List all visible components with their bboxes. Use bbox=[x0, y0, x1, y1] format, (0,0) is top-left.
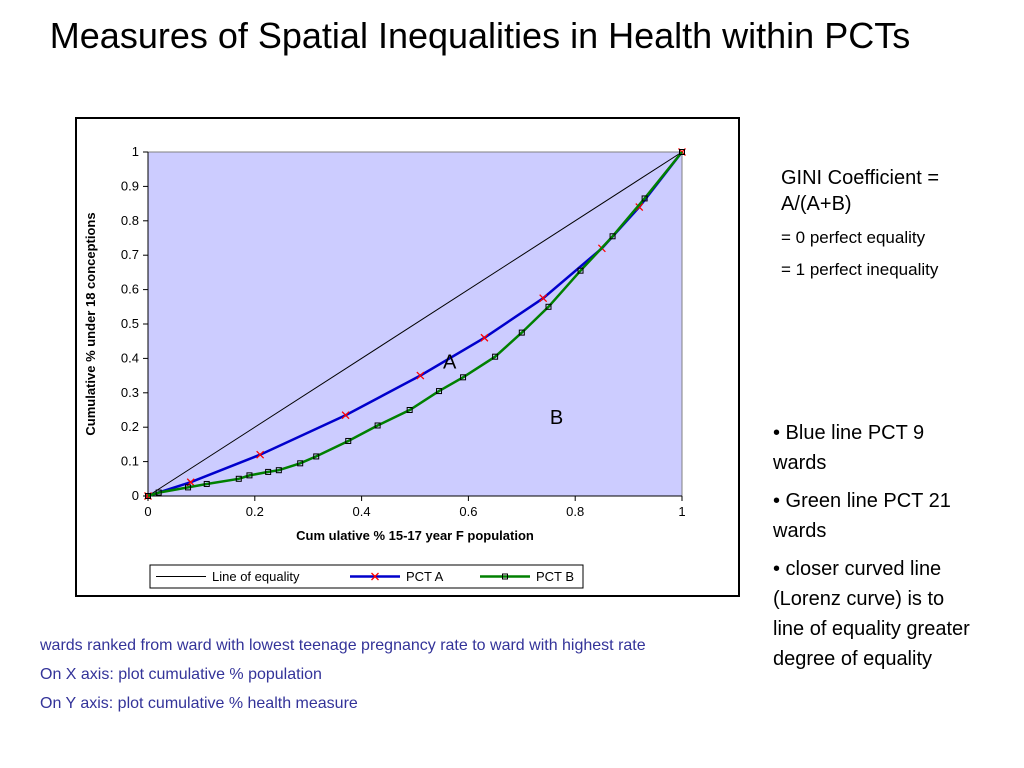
data-point bbox=[341, 411, 350, 420]
data-point bbox=[492, 353, 499, 360]
y-tick-label: 0.3 bbox=[121, 385, 139, 400]
y-tick-label: 0.2 bbox=[121, 419, 139, 434]
note-x-axis: On X axis: plot cumulative % population bbox=[40, 666, 322, 683]
series-line-0 bbox=[147, 151, 683, 497]
legend-label: PCT B bbox=[536, 569, 574, 584]
chart-frame: 0 0.1 0.2 0.3 0.4 0.5 0.6 0.7 0.8 0.9 1 0 0.2 0.4 0.6 0… bbox=[75, 117, 740, 597]
y-tick-label: 0.4 bbox=[121, 350, 139, 365]
data-point bbox=[609, 233, 616, 240]
page-title: Measures of Spatial Inequalities in Heal… bbox=[49, 15, 911, 56]
note-y-axis: On Y axis: plot cumulative % health meas… bbox=[40, 695, 358, 712]
legend-label: Line of equality bbox=[212, 569, 300, 584]
data-point bbox=[406, 407, 413, 413]
lorenz-curve-chart: 0 0.1 0.2 0.3 0.4 0.5 0.6 0.7 0.8 0.9 1 0 0.2 0.4 0.6 0… bbox=[83, 144, 686, 589]
gini-explanation: GINI Coefficient = A/(A+B) = 0 perfect e… bbox=[781, 165, 981, 281]
data-point bbox=[235, 475, 242, 482]
x-tick-label: 0.6 bbox=[459, 504, 477, 519]
bullet-green-line: • Green line PCT 21 wards bbox=[773, 490, 951, 542]
area-annotation: A bbox=[443, 352, 457, 374]
data-point bbox=[480, 333, 489, 342]
bullet-list: • Blue line PCT 9 wards • Green line PCT… bbox=[773, 418, 973, 682]
x-tick-label: 0 bbox=[144, 504, 151, 519]
data-point bbox=[518, 329, 525, 336]
data-point bbox=[246, 472, 253, 479]
data-point bbox=[203, 480, 210, 487]
method-notes: wards ranked from ward with lowest teena… bbox=[40, 637, 760, 724]
data-point bbox=[679, 149, 685, 155]
gini-one-note: = 1 perfect inequality bbox=[781, 260, 939, 279]
data-point bbox=[313, 453, 320, 460]
data-point bbox=[374, 422, 381, 429]
y-tick-label: 0 bbox=[132, 488, 139, 503]
data-point bbox=[155, 489, 162, 496]
data-point bbox=[416, 371, 425, 380]
data-point bbox=[539, 294, 548, 303]
data-point bbox=[436, 388, 443, 395]
y-tick-label: 1 bbox=[132, 144, 139, 159]
x-tick-label: 1 bbox=[678, 504, 685, 519]
gini-zero-note: = 0 perfect equality bbox=[781, 228, 926, 247]
legend-label: PCT A bbox=[406, 569, 444, 584]
x-tick-label: 0.2 bbox=[246, 504, 264, 519]
bullet-blue-line: • Blue line PCT 9 wards bbox=[773, 422, 925, 474]
y-tick-label: 0.9 bbox=[121, 178, 139, 193]
note-ranking: wards ranked from ward with lowest teena… bbox=[40, 637, 646, 654]
x-axis-label: Cum ulative % 15-17 year F population bbox=[296, 528, 534, 543]
gini-formula: GINI Coefficient = A/(A+B) bbox=[781, 167, 940, 215]
y-tick-label: 0.7 bbox=[121, 247, 139, 262]
data-point bbox=[460, 374, 467, 381]
y-tick-label: 0.6 bbox=[121, 282, 139, 297]
data-point bbox=[256, 450, 265, 459]
area-annotation: B bbox=[550, 407, 563, 429]
x-tick-label: 0.8 bbox=[566, 504, 584, 519]
data-point bbox=[577, 267, 584, 274]
data-point bbox=[545, 303, 552, 310]
series-line-2 bbox=[147, 151, 683, 498]
data-point bbox=[145, 493, 151, 499]
legend-marker bbox=[371, 572, 379, 581]
y-tick-label: 0.8 bbox=[121, 213, 139, 228]
data-point bbox=[641, 195, 648, 202]
data-point bbox=[275, 467, 282, 474]
data-point bbox=[185, 484, 192, 491]
y-tick-label: 0.1 bbox=[121, 454, 139, 469]
y-axis-label: Cumulative % under 18 conceptions bbox=[83, 212, 98, 435]
data-point bbox=[265, 468, 272, 475]
data-point bbox=[345, 437, 352, 444]
legend-marker bbox=[502, 573, 508, 580]
bullet-lorenz-note: • closer curved line (Lorenz curve) is t… bbox=[773, 558, 970, 670]
data-point bbox=[297, 460, 304, 467]
x-tick-label: 0.4 bbox=[353, 504, 371, 519]
y-tick-label: 0.5 bbox=[121, 316, 139, 331]
